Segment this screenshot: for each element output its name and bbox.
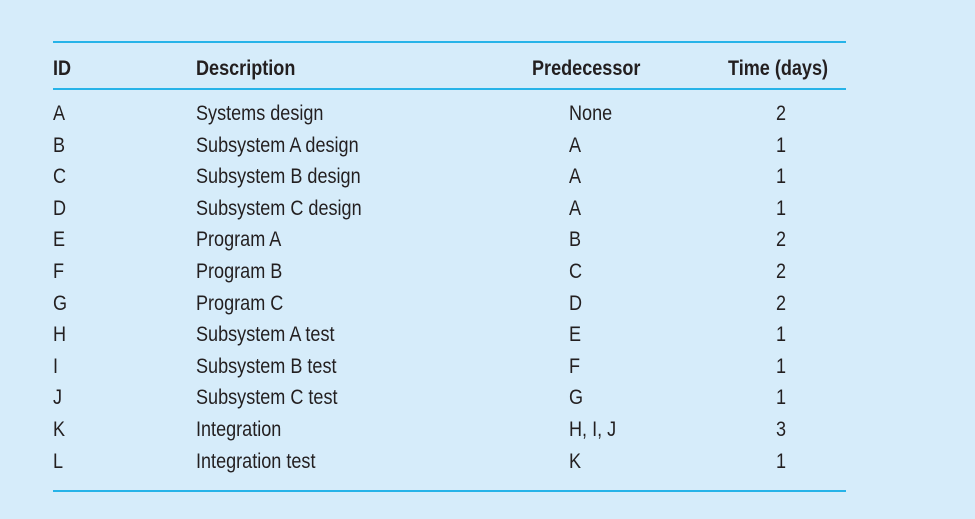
cell-id: E <box>53 228 66 251</box>
table-bottom-rule <box>53 490 846 492</box>
cell-id: I <box>53 355 59 378</box>
cell-id: J <box>53 386 63 409</box>
header-predecessor: Predecessor <box>532 57 641 80</box>
cell-predecessor: B <box>569 228 582 251</box>
cell-time: 1 <box>775 323 787 346</box>
header-id: ID <box>53 57 72 80</box>
cell-id: F <box>53 260 65 283</box>
cell-description: Subsystem C test <box>196 386 338 409</box>
cell-description: Systems design <box>196 102 324 125</box>
cell-description: Program A <box>196 228 282 251</box>
cell-predecessor: None <box>569 102 613 125</box>
cell-time: 2 <box>775 260 787 283</box>
header-description: Description <box>196 57 296 80</box>
cell-time: 2 <box>775 228 787 251</box>
cell-time: 2 <box>775 292 787 315</box>
cell-id: K <box>53 418 66 441</box>
cell-time: 1 <box>775 386 787 409</box>
cell-description: Subsystem B design <box>196 165 361 188</box>
cell-id: A <box>53 102 66 125</box>
cell-id: L <box>53 450 64 473</box>
cell-predecessor: G <box>569 386 584 409</box>
cell-time: 1 <box>775 450 787 473</box>
cell-time: 1 <box>775 134 787 157</box>
cell-predecessor: C <box>569 260 583 283</box>
cell-id: H <box>53 323 67 346</box>
cell-predecessor: H, I, J <box>569 418 617 441</box>
cell-predecessor: F <box>569 355 581 378</box>
cell-description: Subsystem C design <box>196 197 362 220</box>
cell-id: D <box>53 197 67 220</box>
table-top-rule <box>53 41 846 43</box>
header-time: Time (days) <box>728 57 829 80</box>
cell-time: 2 <box>775 102 787 125</box>
cell-time: 1 <box>775 355 787 378</box>
cell-description: Program B <box>196 260 283 283</box>
cell-id: G <box>53 292 68 315</box>
cell-description: Subsystem A test <box>196 323 335 346</box>
cell-predecessor: E <box>569 323 582 346</box>
cell-description: Subsystem A design <box>196 134 359 157</box>
cell-description: Program C <box>196 292 284 315</box>
cell-predecessor: A <box>569 165 582 188</box>
cell-predecessor: A <box>569 134 582 157</box>
cell-description: Integration test <box>196 450 316 473</box>
cell-predecessor: A <box>569 197 582 220</box>
cell-time: 3 <box>775 418 787 441</box>
table-header-rule <box>53 88 846 90</box>
cell-id: C <box>53 165 67 188</box>
cell-time: 1 <box>775 197 787 220</box>
cell-time: 1 <box>775 165 787 188</box>
cell-predecessor: K <box>569 450 582 473</box>
cell-description: Integration <box>196 418 282 441</box>
cell-predecessor: D <box>569 292 583 315</box>
cell-id: B <box>53 134 66 157</box>
cell-description: Subsystem B test <box>196 355 337 378</box>
